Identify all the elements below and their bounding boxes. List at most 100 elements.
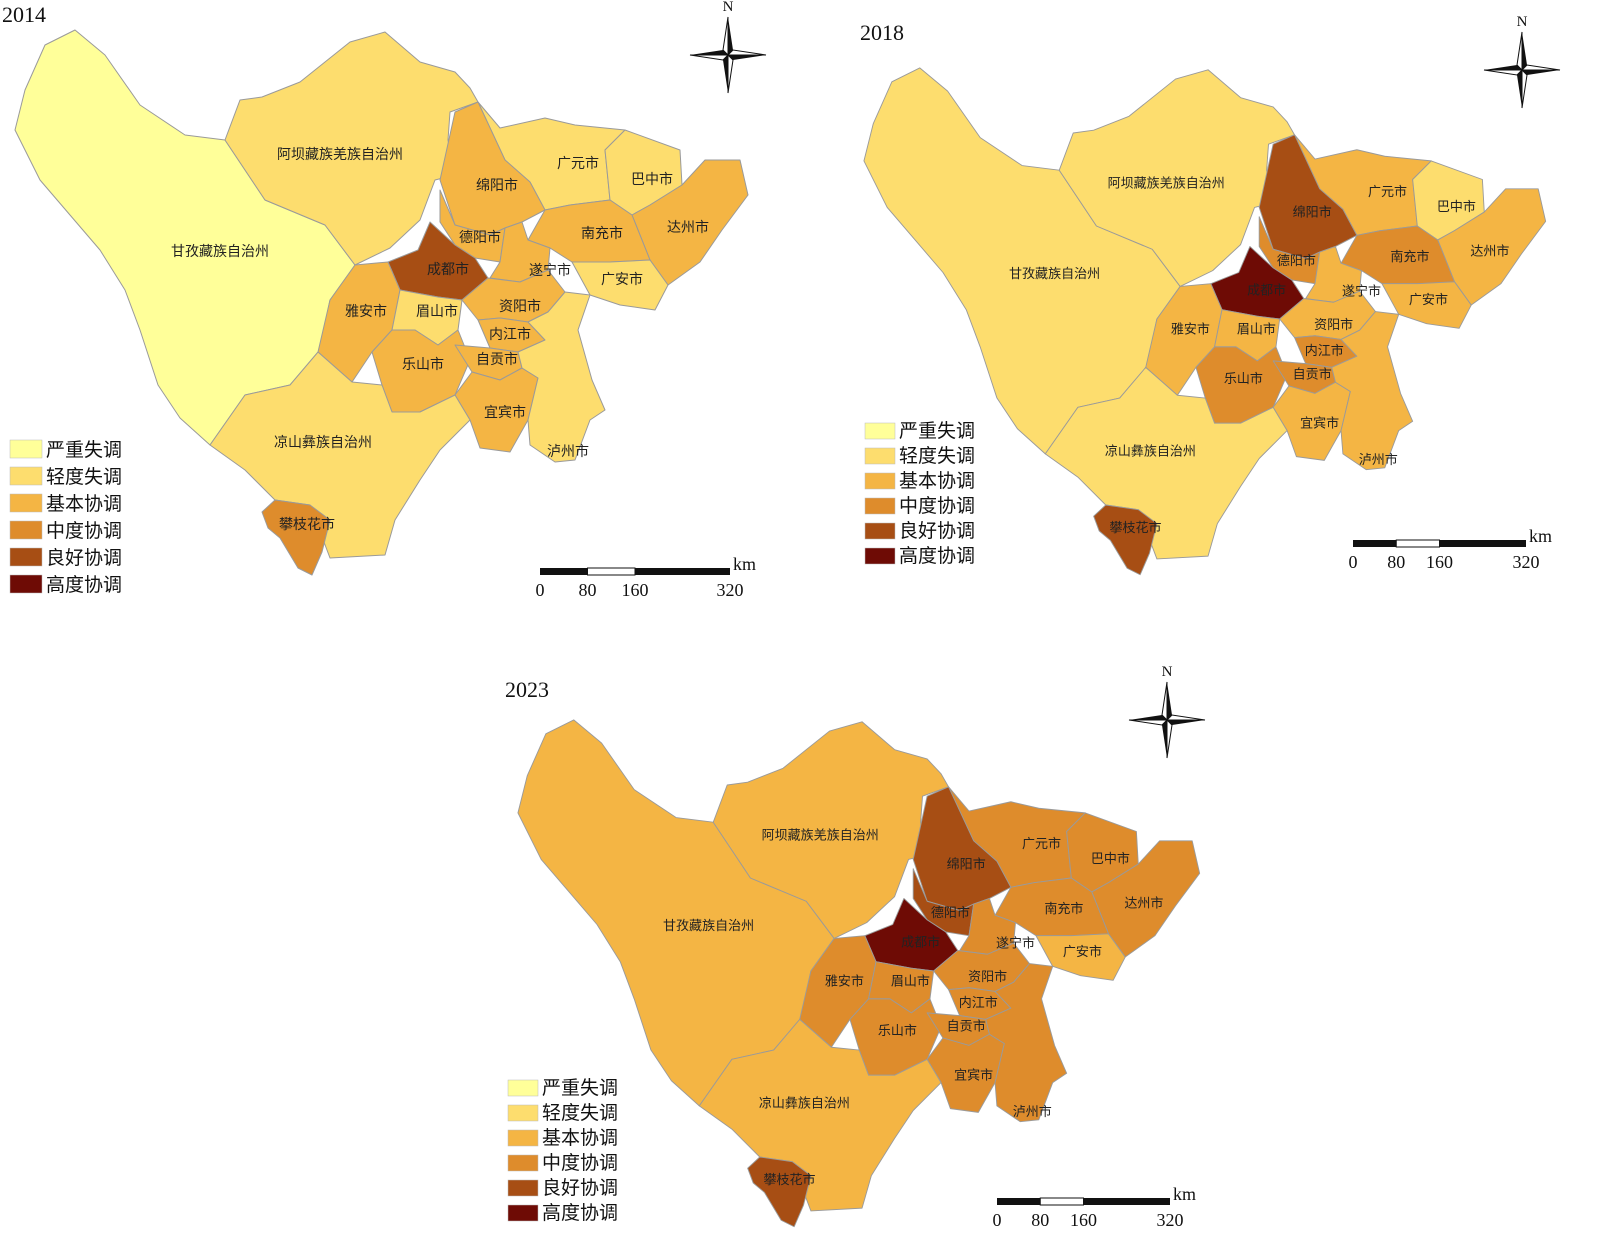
region-label-chengdu: 成都市 <box>1247 283 1286 299</box>
legend-swatch <box>9 547 43 567</box>
legend-label: 高度协调 <box>46 574 122 596</box>
region-luzhou[interactable] <box>517 291 606 463</box>
region-label-liangshan: 凉山彝族自治州 <box>274 435 372 451</box>
region-panzhihua[interactable] <box>1093 504 1158 576</box>
region-aba[interactable] <box>712 721 950 939</box>
region-label-aba: 阿坝藏族羌族自治州 <box>762 828 879 844</box>
legend-label: 良好协调 <box>542 1177 618 1199</box>
map-year-title: 2018 <box>860 20 904 45</box>
region-label-guangan: 广安市 <box>1409 292 1448 308</box>
region-dazhou[interactable] <box>1437 188 1547 306</box>
legend-swatch <box>9 574 43 594</box>
region-panzhihua[interactable] <box>261 499 331 576</box>
map-panel-2023: 2023 甘孜藏族自治州 阿坝藏族羌族自治州 凉山彝族自治州 广元市 巴中市 绵阳市 南充市 达… <box>500 664 1260 1255</box>
region-label-nanchong: 南充市 <box>581 225 623 242</box>
scale-tick-label: 0 <box>536 580 545 600</box>
region-label-ziyang: 资阳市 <box>499 298 541 315</box>
region-label-guangyuan: 广元市 <box>557 155 599 172</box>
north-arrow-icon: N <box>1128 664 1206 759</box>
region-label-chengdu: 成都市 <box>901 935 940 951</box>
map-panel-2014: 2014 甘孜藏族自治州 阿坝藏族羌族自治州 凉山彝族自治州 广元市 巴中市 绵阳市 南充市 达… <box>0 0 780 620</box>
region-label-yibin: 宜宾市 <box>484 404 526 421</box>
region-label-guangyuan: 广元市 <box>1022 836 1061 852</box>
legend-label: 中度协调 <box>46 520 122 542</box>
legend-label: 严重失调 <box>46 439 122 461</box>
map-year-title: 2014 <box>2 2 46 27</box>
region-dazhou[interactable] <box>1091 840 1201 958</box>
region-guangan[interactable] <box>1381 281 1472 329</box>
region-panzhihua[interactable] <box>747 1156 812 1228</box>
legend-swatch <box>864 547 896 565</box>
legend-label: 高度协调 <box>542 1202 618 1224</box>
legend-swatch <box>9 439 43 459</box>
legend-label: 严重失调 <box>542 1077 618 1099</box>
region-label-suining: 遂宁市 <box>529 262 571 279</box>
legend-swatch <box>864 497 896 515</box>
region-label-leshan: 乐山市 <box>878 1023 917 1039</box>
region-label-zigong: 自贡市 <box>476 351 518 368</box>
legend-swatch <box>9 520 43 540</box>
region-aba[interactable] <box>1058 69 1296 287</box>
legend-label: 轻度失调 <box>899 445 975 467</box>
region-luzhou[interactable] <box>1331 311 1414 471</box>
region-guangan[interactable] <box>571 259 669 311</box>
scale-tick-label: 320 <box>1513 552 1540 572</box>
legend-swatch <box>507 1179 539 1197</box>
legend-swatch <box>9 493 43 513</box>
region-label-meishan: 眉山市 <box>1237 322 1276 338</box>
region-dazhou[interactable] <box>631 159 749 286</box>
region-label-dazhou: 达州市 <box>667 219 709 236</box>
region-label-guangyuan: 广元市 <box>1368 184 1407 200</box>
region-aba[interactable] <box>224 31 479 266</box>
scale-tick-label: 160 <box>622 580 649 600</box>
legend-label: 基本协调 <box>46 493 122 515</box>
scale-tick-label: 0 <box>993 1210 1002 1230</box>
region-label-deyang: 德阳市 <box>459 229 501 246</box>
region-label-guangan: 广安市 <box>601 271 643 288</box>
legend-label: 良好协调 <box>899 520 975 542</box>
region-label-yaan: 雅安市 <box>1171 322 1210 338</box>
region-label-ziyang: 资阳市 <box>968 969 1007 985</box>
region-label-ganzi: 甘孜藏族自治州 <box>1009 266 1100 282</box>
region-label-liangshan: 凉山彝族自治州 <box>759 1095 850 1111</box>
region-label-mianyang: 绵阳市 <box>1293 204 1332 220</box>
region-label-dazhou: 达州市 <box>1124 896 1163 912</box>
north-label: N <box>1517 14 1528 30</box>
region-label-yibin: 宜宾市 <box>1300 416 1339 432</box>
region-label-bazhong: 巴中市 <box>1091 851 1130 867</box>
legend-swatch <box>507 1079 539 1097</box>
legend-label: 中度协调 <box>899 495 975 517</box>
region-label-panzhihua: 攀枝花市 <box>279 516 335 533</box>
region-label-bazhong: 巴中市 <box>1437 199 1476 215</box>
legend-label: 良好协调 <box>46 547 122 569</box>
legend-swatch <box>507 1204 539 1222</box>
scale-tick-label: 80 <box>1387 552 1405 572</box>
region-label-ziyang: 资阳市 <box>1314 317 1353 333</box>
scale-tick-label: 80 <box>1031 1210 1049 1230</box>
region-guangan[interactable] <box>1035 933 1126 981</box>
scale-unit: km <box>1173 1184 1196 1204</box>
region-label-luzhou: 泸州市 <box>1013 1104 1052 1120</box>
region-label-chengdu: 成都市 <box>427 261 469 278</box>
region-label-dazhou: 达州市 <box>1470 244 1509 260</box>
legend-swatch <box>864 522 896 540</box>
region-label-deyang: 德阳市 <box>931 905 970 921</box>
legend-swatch <box>864 447 896 465</box>
scale-bar: km 0 80 160 320 <box>993 1184 1197 1230</box>
scale-tick-label: 160 <box>1426 552 1453 572</box>
legend-label: 轻度失调 <box>46 466 122 488</box>
legend-label: 中度协调 <box>542 1152 618 1174</box>
map-year-title: 2023 <box>505 677 549 702</box>
region-label-yaan: 雅安市 <box>345 303 387 320</box>
map-panel-2018: 2018 甘孜藏族自治州 阿坝藏族羌族自治州 凉山彝族自治州 广元市 巴中市 绵阳市 南充市 达… <box>845 14 1595 608</box>
region-luzhou[interactable] <box>985 963 1068 1123</box>
legend-label: 基本协调 <box>899 470 975 492</box>
region-label-yibin: 宜宾市 <box>954 1068 993 1084</box>
region-label-meishan: 眉山市 <box>891 974 930 990</box>
